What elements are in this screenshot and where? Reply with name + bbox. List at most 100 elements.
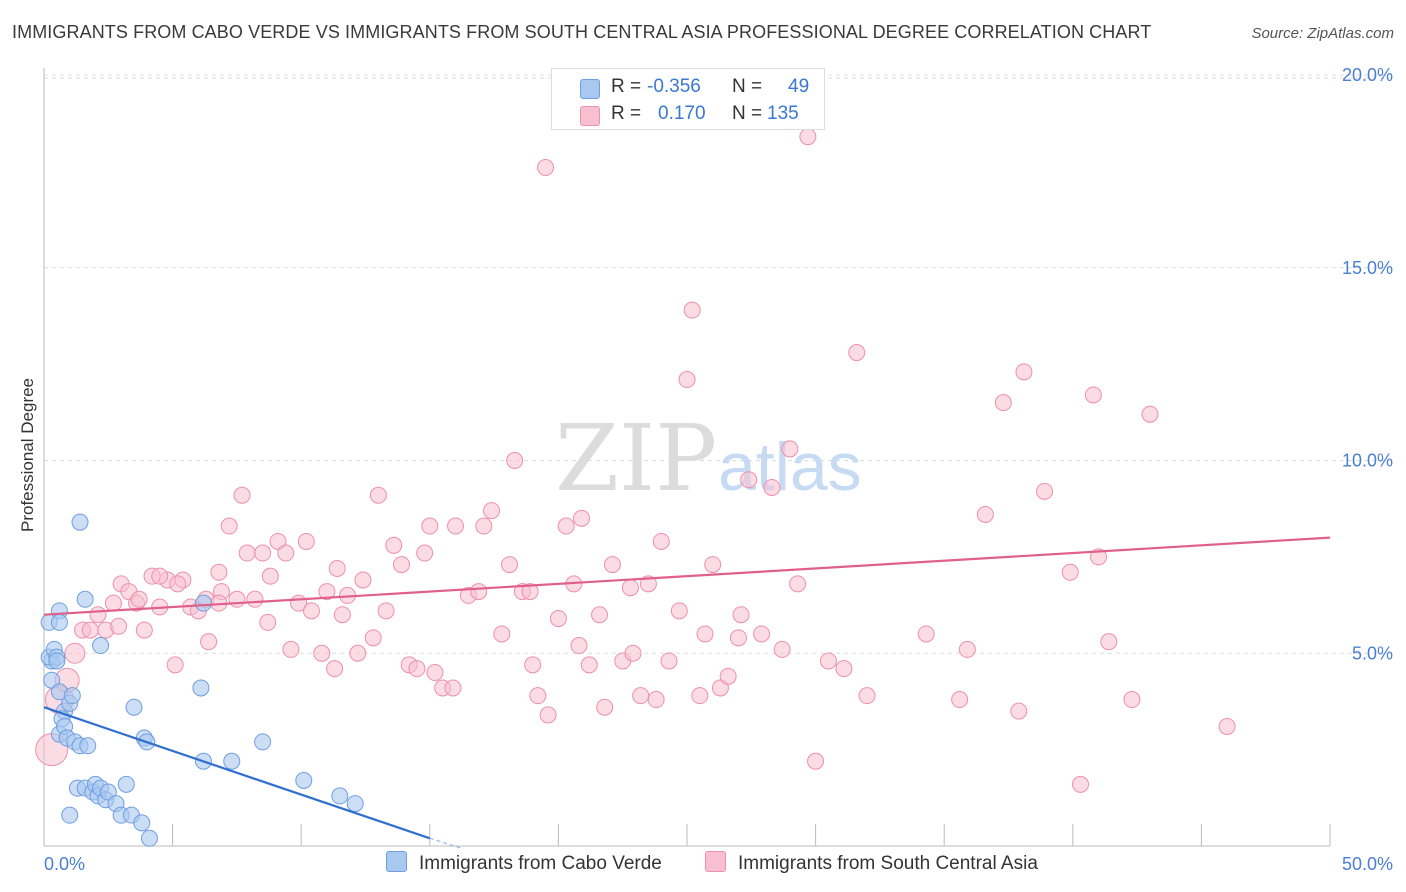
data-point-cabo-verde — [48, 652, 66, 670]
data-point-south-central-asia — [524, 656, 542, 674]
data-point-cabo-verde — [71, 513, 89, 531]
data-point-south-central-asia — [261, 567, 279, 585]
data-point-south-central-asia — [1036, 482, 1054, 500]
legend-label-south-central-asia: Immigrants from South Central Asia — [738, 853, 1038, 874]
data-point-south-central-asia — [328, 559, 346, 577]
data-point-south-central-asia — [364, 629, 382, 647]
data-point-south-central-asia — [493, 625, 511, 643]
data-point-south-central-asia — [1100, 633, 1118, 651]
data-point-south-central-asia — [416, 544, 434, 562]
tick-labels: 5.0% 10.0% 15.0% 20.0% 0.0% 50.0% — [44, 65, 1393, 874]
data-point-south-central-asia — [732, 606, 750, 624]
x-tick-label: 0.0% — [44, 854, 85, 874]
data-point-south-central-asia — [354, 571, 372, 589]
legend-n-value: 49 — [788, 76, 810, 97]
data-point-south-central-asia — [110, 617, 128, 635]
data-point-south-central-asia — [313, 644, 331, 662]
data-point-south-central-asia — [740, 471, 758, 489]
data-point-south-central-asia — [591, 606, 609, 624]
source-credit: Source: ZipAtlas.com — [1251, 25, 1394, 42]
data-point-south-central-asia — [135, 621, 153, 639]
data-point-south-central-asia — [570, 637, 588, 655]
data-point-south-central-asia — [951, 691, 969, 709]
data-point-south-central-asia — [200, 633, 218, 651]
data-point-south-central-asia — [238, 544, 256, 562]
data-point-south-central-asia — [254, 544, 272, 562]
y-tick-label: 20.0% — [1342, 65, 1393, 85]
data-point-south-central-asia — [447, 517, 465, 535]
data-point-south-central-asia — [1084, 386, 1102, 404]
data-point-south-central-asia — [781, 440, 799, 458]
legend-item-south-central-asia: Immigrants from South Central Asia — [705, 851, 1038, 875]
data-point-cabo-verde — [125, 698, 143, 716]
data-point-south-central-asia — [639, 575, 657, 593]
data-point-cabo-verde — [133, 814, 151, 832]
data-point-south-central-asia — [130, 590, 148, 608]
data-point-south-central-asia — [580, 656, 598, 674]
data-point-south-central-asia — [282, 640, 300, 658]
data-point-south-central-asia — [506, 452, 524, 469]
data-point-south-central-asia — [537, 159, 555, 177]
legend-n-value: 135 — [767, 103, 799, 124]
data-point-south-central-asia — [691, 687, 709, 705]
data-point-south-central-asia — [994, 394, 1012, 412]
data-point-south-central-asia — [64, 642, 86, 664]
data-point-south-central-asia — [169, 575, 187, 593]
data-point-south-central-asia — [958, 640, 976, 658]
data-point-cabo-verde — [192, 679, 210, 697]
data-point-south-central-asia — [539, 706, 557, 724]
data-point-south-central-asia — [521, 583, 539, 601]
data-point-south-central-asia — [104, 594, 122, 612]
legend-swatch-blue — [386, 851, 407, 872]
data-point-south-central-asia — [475, 517, 493, 535]
data-point-south-central-asia — [393, 556, 411, 574]
legend-r-label: R = — [611, 76, 642, 97]
data-point-cabo-verde — [79, 737, 97, 755]
data-point-south-central-asia — [377, 602, 395, 620]
data-point-south-central-asia — [385, 536, 403, 554]
data-point-south-central-asia — [549, 610, 567, 628]
watermark-atlas: atlas — [718, 429, 862, 505]
data-point-south-central-asia — [683, 301, 701, 319]
legend-swatch-pink — [705, 851, 726, 872]
data-point-south-central-asia — [333, 606, 351, 624]
data-point-south-central-asia — [228, 590, 246, 608]
data-point-south-central-asia — [753, 625, 771, 643]
data-point-south-central-asia — [652, 532, 670, 550]
data-point-south-central-asia — [1072, 775, 1090, 793]
data-point-cabo-verde — [117, 775, 135, 793]
data-point-cabo-verde — [194, 594, 212, 612]
data-point-south-central-asia — [426, 664, 444, 682]
data-point-cabo-verde — [61, 806, 79, 824]
data-point-south-central-asia — [483, 502, 501, 520]
data-point-south-central-asia — [603, 556, 621, 574]
legend-row-cabo-verde: R = -0.356 N = 49 — [552, 75, 824, 101]
data-point-cabo-verde — [346, 795, 364, 813]
data-point-south-central-asia — [369, 486, 387, 504]
data-point-south-central-asia — [470, 583, 488, 601]
data-point-south-central-asia — [917, 625, 935, 643]
legend-r-value: -0.356 — [647, 76, 701, 97]
series-cabo-verde — [40, 513, 364, 847]
data-point-south-central-asia — [501, 556, 519, 574]
data-point-cabo-verde — [331, 787, 349, 805]
data-point-south-central-asia — [259, 613, 277, 631]
data-point-south-central-asia — [1010, 702, 1028, 720]
x-tick-label: 50.0% — [1342, 854, 1393, 874]
trendline-cabo-verde — [43, 706, 431, 840]
data-point-south-central-asia — [1123, 691, 1141, 709]
data-point-cabo-verde — [50, 613, 68, 631]
legend-row-south-central-asia: R = 0.170 N = 135 — [552, 102, 824, 128]
data-point-south-central-asia — [670, 602, 688, 620]
data-point-south-central-asia — [819, 652, 837, 670]
legend-item-cabo-verde: Immigrants from Cabo Verde — [386, 851, 662, 875]
data-point-south-central-asia — [297, 532, 315, 550]
data-point-south-central-asia — [444, 679, 462, 697]
data-point-south-central-asia — [557, 517, 575, 535]
data-point-south-central-asia — [696, 625, 714, 643]
data-point-south-central-asia — [326, 660, 344, 678]
data-point-south-central-asia — [246, 590, 264, 608]
data-point-south-central-asia — [151, 567, 169, 585]
data-point-south-central-asia — [421, 517, 439, 535]
